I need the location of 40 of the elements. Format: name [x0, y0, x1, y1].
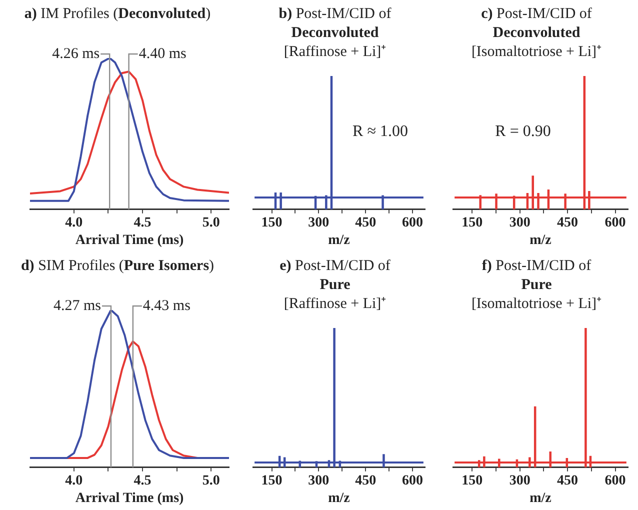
x-tick-label: 300: [308, 215, 330, 230]
x-tick-label: 300: [509, 215, 530, 230]
x-tick-label: 600: [402, 473, 423, 488]
x-tick-label: 450: [557, 473, 578, 488]
x-tick-label: 150: [462, 473, 483, 488]
chart-title: e) Post-IM/CID of Pure [Raffinose + Li]⁺: [278, 257, 392, 314]
x-axis-title: m/z: [530, 491, 552, 506]
annotation: R ≈ 1.00: [352, 123, 408, 140]
annotation: R = 0.90: [495, 123, 551, 140]
chart-title: c) Post-IM/CID of Deconvoluted [Isomaltotriose + Li]⁺: [470, 5, 603, 62]
x-axis-title: Arrival Time (ms): [75, 491, 184, 506]
x-tick-label: 150: [261, 215, 282, 230]
x-tick-label: 450: [557, 215, 578, 230]
x-tick-label: 5.0: [202, 215, 220, 230]
x-tick-label: 450: [355, 215, 376, 230]
x-tick-label: 600: [604, 215, 626, 230]
x-tick-label: 150: [261, 473, 282, 488]
x-tick-label: 600: [604, 473, 626, 488]
x-tick-label: 4.0: [65, 215, 83, 230]
chart-title: d) SIM Profiles (Pure Isomers): [20, 257, 216, 276]
ref-line-label: 4.27 ms: [53, 298, 102, 314]
x-tick-label: 4.0: [65, 473, 83, 488]
ref-line-label: 4.26 ms: [52, 46, 100, 62]
ref-line-label: 4.43 ms: [142, 298, 191, 314]
x-tick-label: 450: [355, 473, 376, 488]
ref-line-label: 4.40 ms: [138, 46, 186, 62]
x-axis-title: m/z: [328, 233, 350, 248]
chart-title: b) Post-IM/CID of Deconvoluted [Raffinose + Li]⁺: [278, 5, 392, 62]
x-tick-label: 300: [509, 473, 530, 488]
chart-title: f) Post-IM/CID of Pure [Isomaltotriose + Li]⁺: [470, 257, 603, 314]
x-axis-title: m/z: [530, 233, 552, 248]
x-axis-title: m/z: [328, 491, 350, 506]
x-tick-label: 600: [402, 215, 423, 230]
x-tick-label: 300: [308, 473, 330, 488]
chart-title: a) IM Profiles (Deconvoluted): [23, 5, 212, 24]
x-tick-label: 5.0: [202, 473, 220, 488]
x-axis-title: Arrival Time (ms): [75, 233, 184, 248]
x-tick-label: 4.5: [134, 473, 152, 488]
x-tick-label: 4.5: [134, 215, 152, 230]
x-tick-label: 150: [462, 215, 483, 230]
